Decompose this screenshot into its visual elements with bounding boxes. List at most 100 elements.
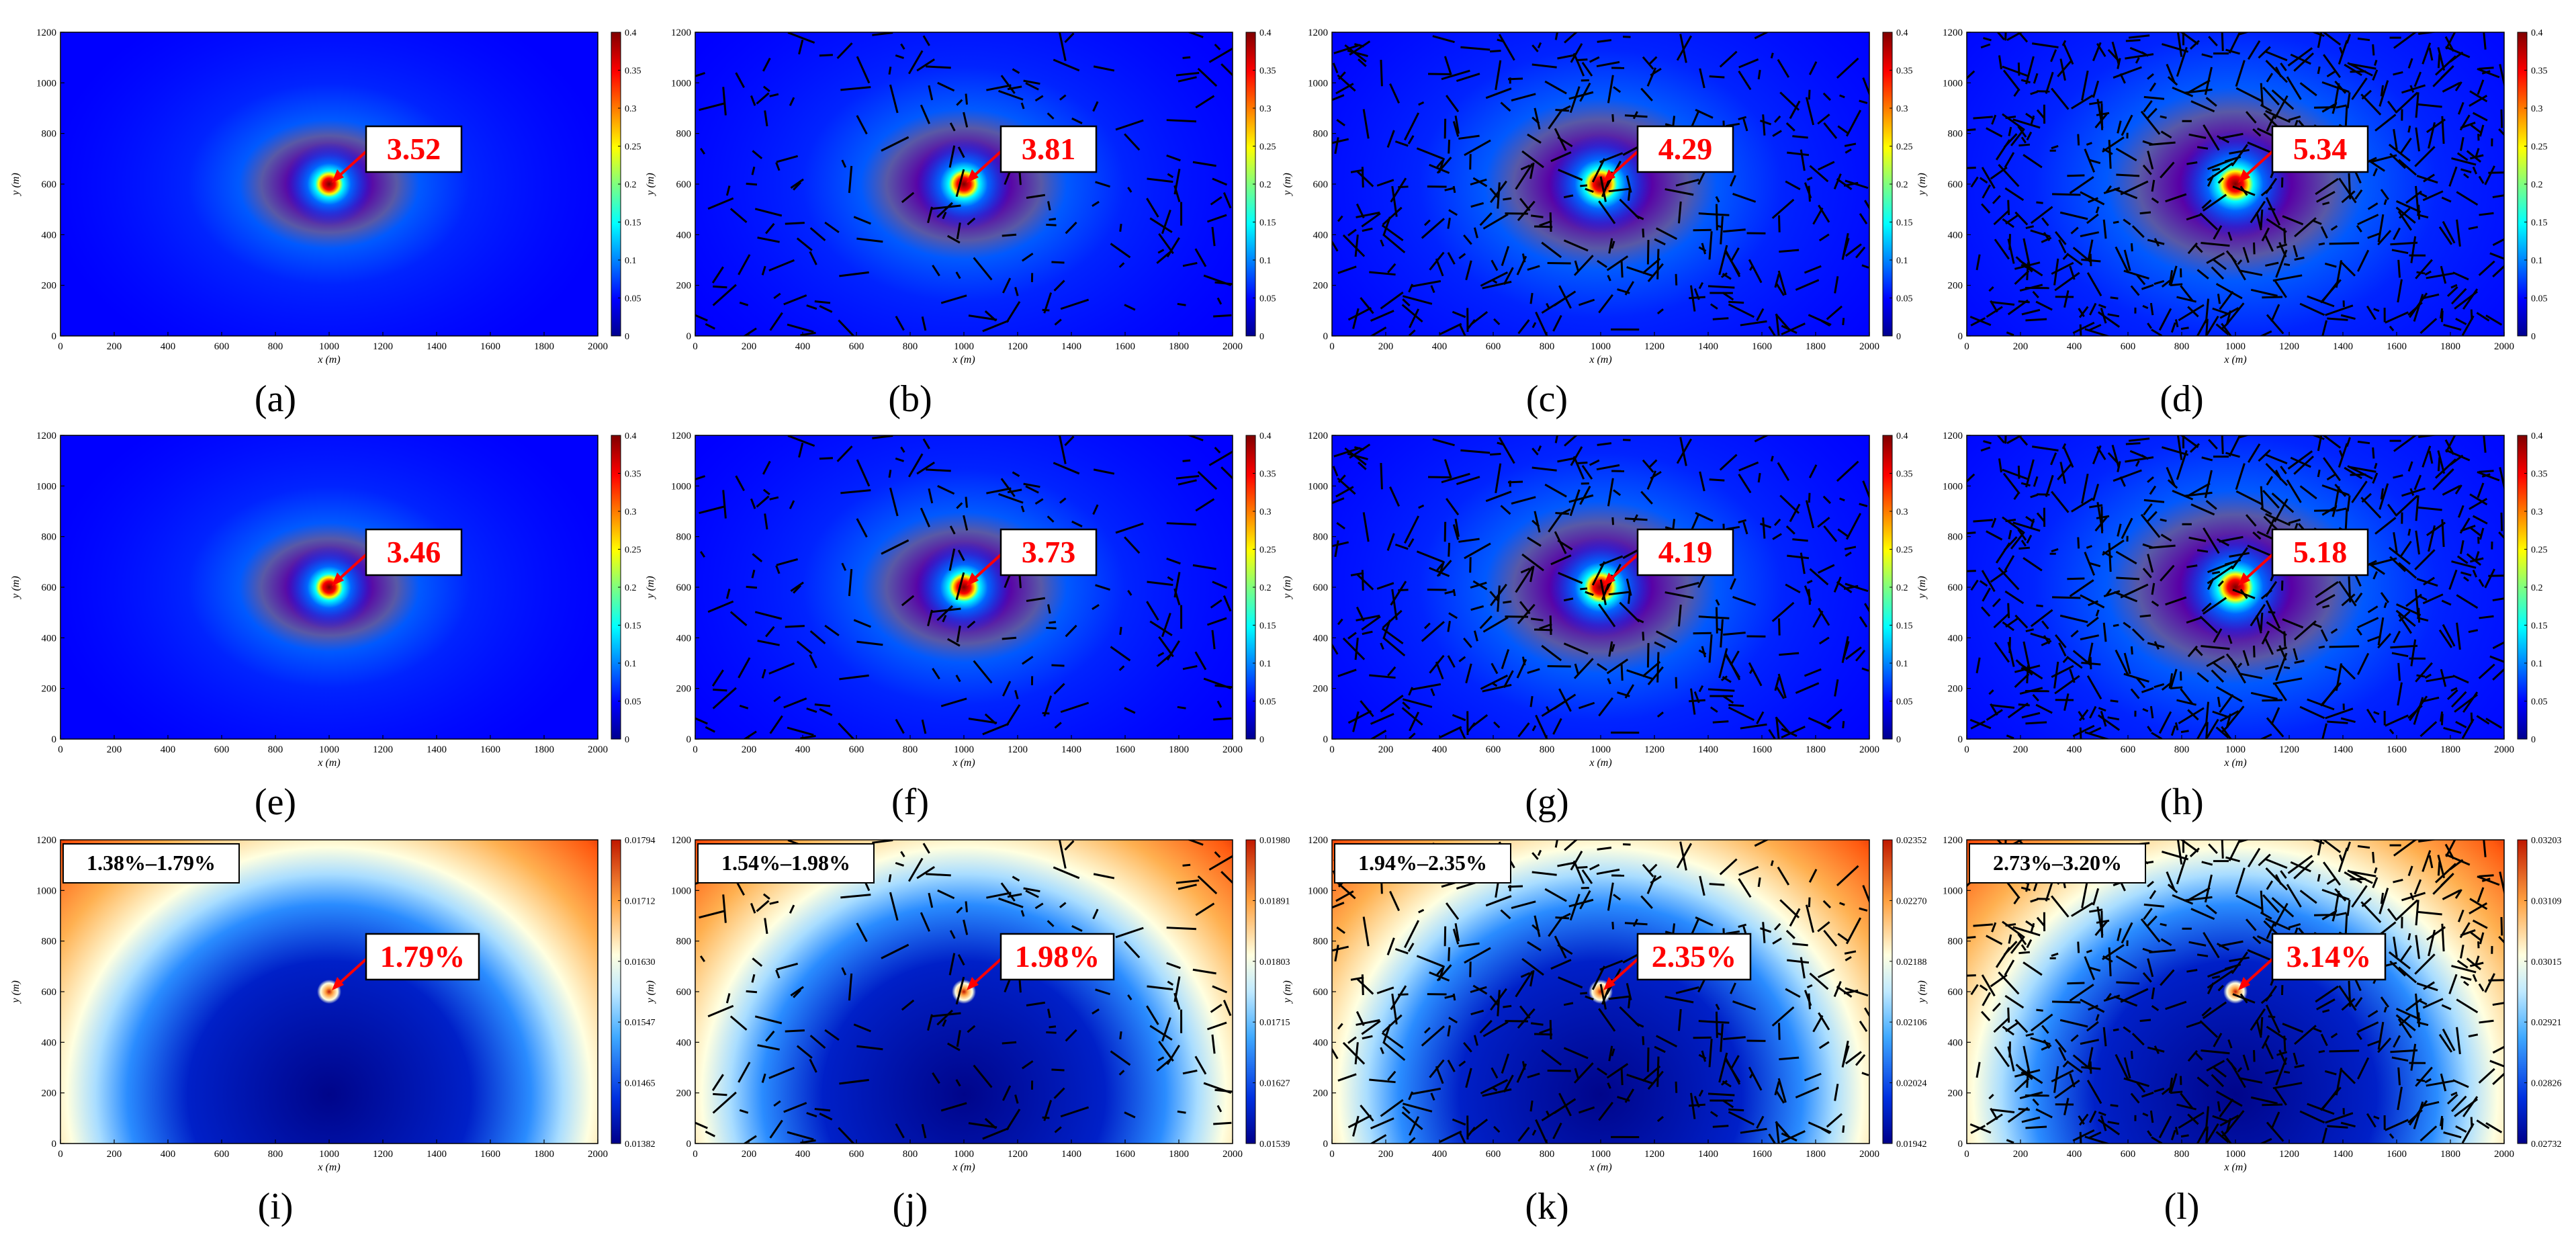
x-tick-label: 1000 — [2225, 1149, 2246, 1160]
fracture-line — [2377, 1037, 2392, 1053]
fracture-line — [2030, 1013, 2053, 1032]
x-tick-label: 200 — [107, 744, 122, 755]
fracture-line — [2143, 100, 2153, 113]
fracture-line — [1167, 576, 1174, 582]
annotation-value: 2.35% — [1652, 939, 1737, 974]
fracture-line — [2456, 959, 2469, 969]
fracture-line — [1465, 663, 1472, 684]
fracture-line — [2498, 531, 2504, 540]
fracture-line — [2139, 614, 2151, 618]
annotation-value: 4.29 — [1658, 132, 1713, 166]
x-tick-label: 2000 — [588, 744, 608, 755]
fracture-line — [2307, 1103, 2335, 1115]
fracture-line — [1362, 512, 1370, 542]
y-tick-label: 600 — [676, 987, 692, 998]
fracture-line — [2440, 873, 2454, 887]
fracture-line — [2058, 1047, 2067, 1062]
fracture-line — [769, 900, 779, 905]
fracture-line — [1598, 1008, 1616, 1032]
fracture-line — [2119, 476, 2126, 487]
fracture-line — [1822, 495, 1832, 505]
fracture-line — [1970, 720, 1986, 730]
fracture-line — [2469, 90, 2488, 103]
fracture-line — [2123, 249, 2131, 271]
fracture-line — [2351, 480, 2368, 503]
fracture-line — [1822, 92, 1832, 101]
fracture-line — [2262, 490, 2280, 509]
fracture-line — [1836, 865, 1859, 887]
fracture-line — [838, 319, 855, 336]
fracture-line — [2416, 213, 2429, 219]
fracture-line — [2398, 159, 2417, 176]
fracture-line — [2089, 705, 2097, 719]
fracture-line — [1511, 93, 1536, 101]
colorbar-tick-label: 0.05 — [1896, 697, 1913, 707]
fracture-line — [2247, 847, 2261, 868]
fracture-line — [1213, 314, 1232, 318]
fracture-line — [1006, 1109, 1021, 1131]
fracture-line — [1699, 471, 1705, 492]
fracture-line — [1493, 721, 1501, 729]
fracture-line — [2299, 302, 2325, 316]
fracture-line — [1611, 241, 1615, 249]
fracture-line — [1158, 232, 1174, 255]
fracture-line — [856, 640, 883, 646]
fracture-line — [1049, 218, 1057, 221]
fracture-line — [2265, 197, 2281, 226]
fracture-line — [1598, 1101, 1613, 1121]
fracture-line — [1730, 578, 1736, 590]
fracture-line — [2147, 554, 2154, 573]
fracture-line — [2004, 555, 2015, 572]
fracture-line — [2212, 710, 2229, 718]
fracture-line — [1759, 927, 1772, 933]
fracture-line — [2077, 941, 2080, 953]
fracture-line — [1380, 1099, 1404, 1117]
fracture-line — [1342, 637, 1366, 660]
fracture-line — [1497, 182, 1501, 209]
fracture-line — [1608, 238, 1613, 254]
fracture-line — [1463, 637, 1472, 648]
fracture-line — [2080, 1039, 2100, 1045]
fracture-line — [2120, 988, 2149, 1003]
fracture-line — [2484, 568, 2495, 589]
fracture-line — [2102, 219, 2107, 239]
fracture-line — [2172, 87, 2194, 97]
fracture-line — [814, 300, 831, 304]
fracture-line — [2320, 1033, 2328, 1047]
fracture-line — [986, 892, 1012, 899]
colorbar-tick-label: 0 — [1259, 735, 1264, 745]
colorbar-tick-label: 0.3 — [1259, 507, 1272, 517]
fracture-line — [1859, 99, 1868, 104]
fracture-line — [1656, 1116, 1664, 1122]
fracture-line — [1779, 1056, 1800, 1061]
x-tick-label: 1200 — [1008, 744, 1028, 755]
fracture-line — [1775, 1121, 1791, 1138]
y-tick-label: 1200 — [1943, 431, 1963, 441]
fracture-line — [1774, 1081, 1780, 1096]
fracture-line — [1402, 298, 1411, 307]
colorbar-tick-label: 0.2 — [1259, 583, 1272, 593]
x-tick-label: 1600 — [2387, 1149, 2407, 1160]
y-tick-label: 200 — [676, 684, 692, 695]
fracture-line — [1444, 459, 1452, 478]
fracture-line — [2388, 546, 2411, 565]
fracture-line — [2189, 40, 2200, 50]
annotation-value: 1.98% — [1015, 939, 1100, 974]
fracture-line — [2266, 73, 2274, 83]
fracture-line — [2377, 633, 2392, 649]
fracture-line — [1823, 525, 1838, 542]
fracture-line — [729, 611, 748, 627]
fracture-line — [776, 558, 799, 566]
fracture-line — [2086, 272, 2102, 297]
fracture-line — [2475, 551, 2480, 560]
fracture-line — [1182, 459, 1191, 462]
fracture-line — [1967, 70, 1975, 80]
panel-label: (j) — [893, 1186, 928, 1228]
fracture-line — [1007, 85, 1022, 91]
fracture-line — [1577, 58, 1588, 62]
fracture-line — [2399, 540, 2412, 557]
fracture-line — [1529, 292, 1534, 304]
fracture-line — [1402, 295, 1433, 305]
fracture-line — [1053, 58, 1080, 72]
fracture-line — [2066, 1060, 2083, 1074]
